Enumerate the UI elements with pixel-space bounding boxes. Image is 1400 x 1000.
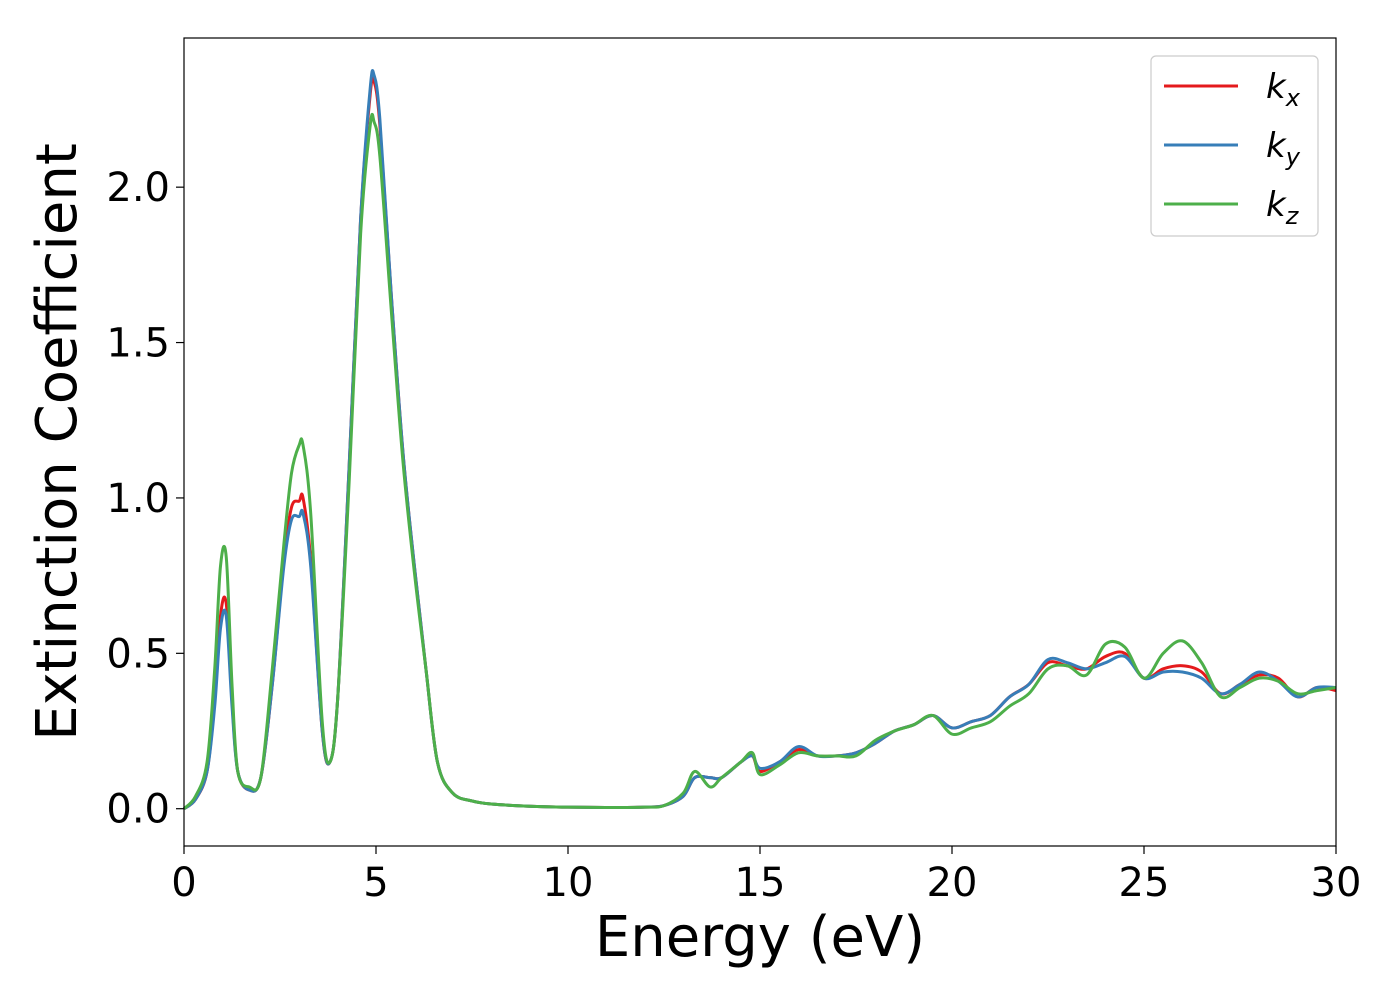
y-tick-label: 0.5 bbox=[106, 631, 170, 677]
legend: kx ky kz bbox=[1150, 55, 1319, 237]
series-lines bbox=[182, 69, 1337, 810]
y-tick-label: 1.5 bbox=[106, 321, 170, 367]
x-axis-title: Energy (eV) bbox=[595, 905, 925, 970]
x-tick-label: 30 bbox=[1311, 860, 1362, 906]
series-line-kz bbox=[182, 112, 1337, 810]
x-tick-label: 15 bbox=[735, 860, 786, 906]
y-axis-title: Extinction Coefficient bbox=[25, 143, 90, 741]
y-axis: 0.0 0.5 1.0 1.5 2.0 bbox=[106, 165, 184, 833]
x-tick-label: 25 bbox=[1119, 860, 1170, 906]
x-tick-label: 20 bbox=[927, 860, 978, 906]
legend-label-kx: kx bbox=[1266, 67, 1301, 112]
x-tick-label: 10 bbox=[543, 860, 594, 906]
legend-label-kz: kz bbox=[1266, 185, 1300, 230]
y-tick-label: 0.0 bbox=[106, 787, 170, 833]
x-tick-label: 5 bbox=[363, 860, 388, 906]
x-tick-label: 0 bbox=[171, 860, 196, 906]
x-axis: 0 5 10 15 20 25 30 bbox=[171, 846, 1361, 906]
legend-label-ky: ky bbox=[1266, 126, 1301, 171]
y-tick-label: 2.0 bbox=[106, 165, 170, 211]
y-tick-label: 1.0 bbox=[106, 476, 170, 522]
